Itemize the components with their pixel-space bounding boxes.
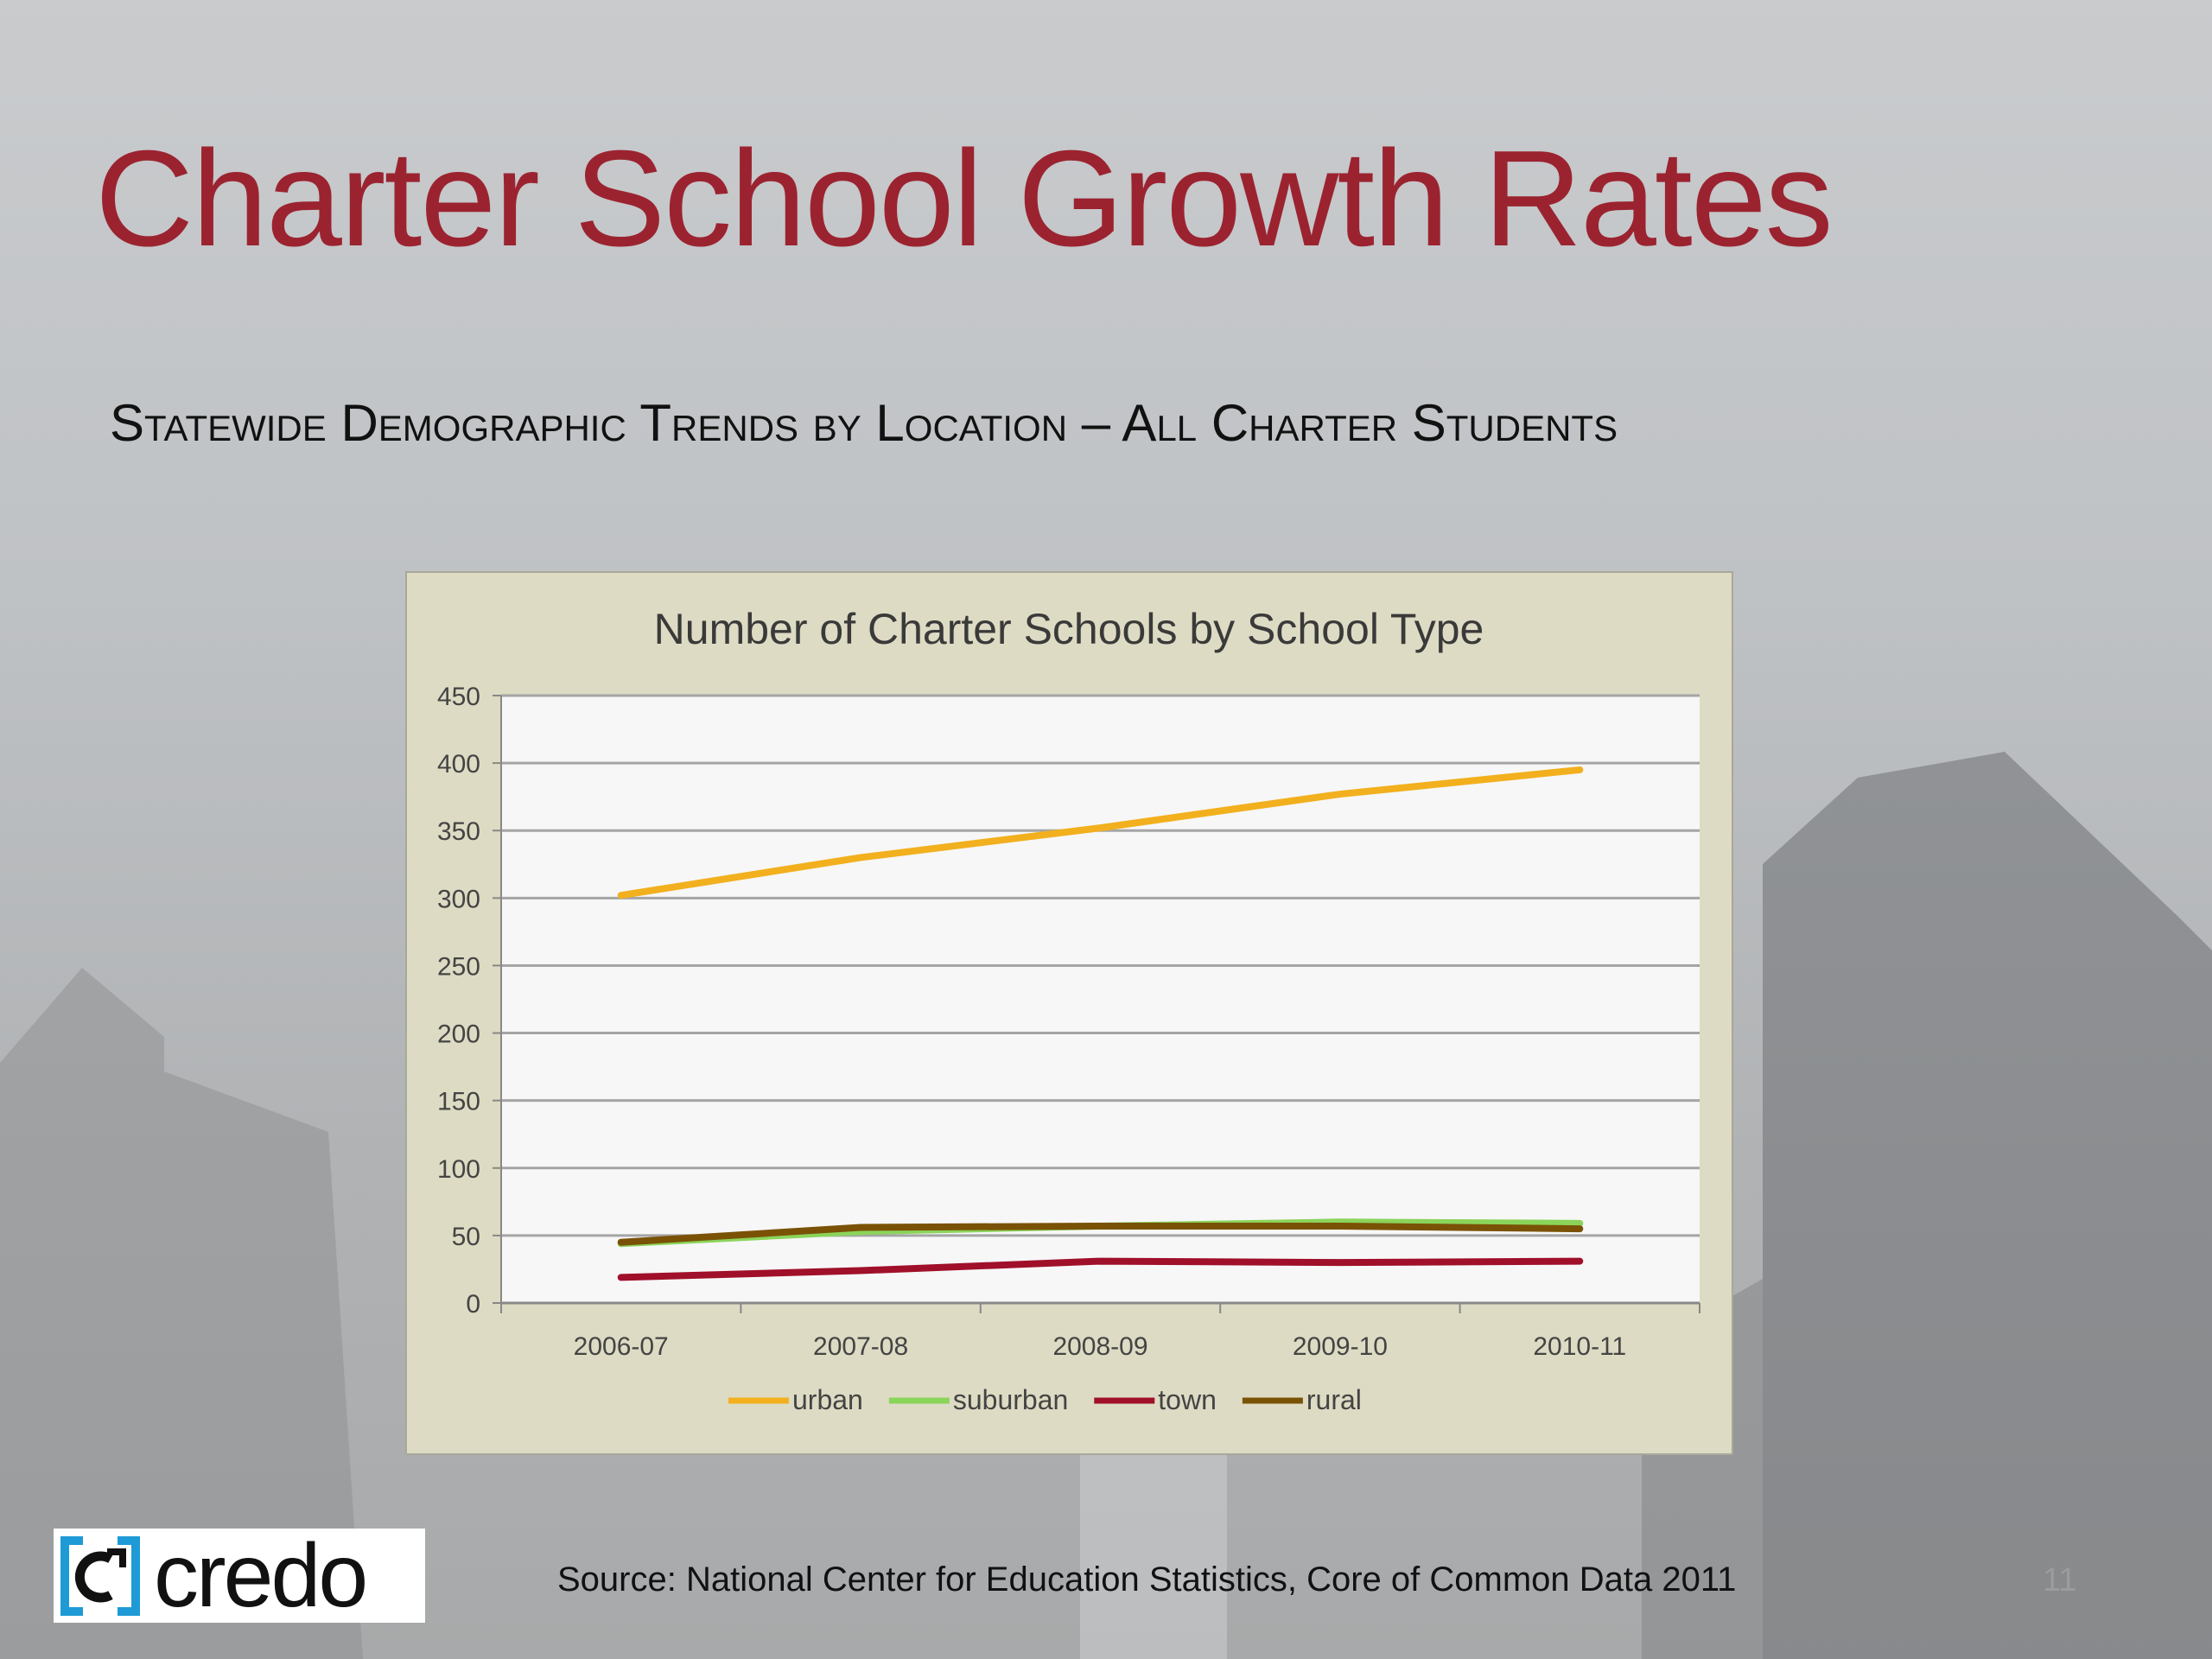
slide-subtitle: Statewide Demographic Trends by Location… — [110, 394, 1618, 452]
y-tick-label: 0 — [466, 1290, 480, 1319]
series-line-town — [617, 1257, 1584, 1281]
y-tick-label: 150 — [437, 1088, 480, 1116]
x-tick-label: 2006-07 — [574, 1332, 669, 1361]
legend-label-town: town — [1158, 1384, 1217, 1415]
y-tick-label: 50 — [452, 1223, 480, 1251]
plot-area — [501, 696, 1700, 1303]
y-tick-label: 300 — [437, 885, 480, 913]
legend-label-rural: rural — [1306, 1384, 1362, 1415]
legend-label-urban: urban — [792, 1384, 863, 1415]
chart-container: Number of Charter Schools by School Type… — [405, 571, 1733, 1455]
credo-logo-icon — [60, 1535, 140, 1616]
x-tick-label: 2008-09 — [1052, 1332, 1147, 1361]
y-tick-label: 200 — [437, 1020, 480, 1049]
x-tick-label: 2009-10 — [1293, 1332, 1388, 1361]
y-tick-label: 400 — [437, 750, 480, 779]
line-chart: Number of Charter Schools by School Type… — [437, 605, 1700, 1415]
chart-title: Number of Charter Schools by School Type — [654, 605, 1484, 653]
y-tick-label: 100 — [437, 1155, 480, 1184]
slide-title: Charter School Growth Rates — [95, 123, 1834, 275]
series-line-rural — [617, 1222, 1584, 1246]
y-tick-label: 350 — [437, 817, 480, 846]
x-tick-label: 2007-08 — [813, 1332, 908, 1361]
legend-label-suburban: suburban — [953, 1384, 1068, 1415]
y-tick-label: 250 — [437, 952, 480, 981]
page-number: 11 — [2043, 1562, 2077, 1599]
y-tick-label: 450 — [437, 683, 480, 711]
x-tick-label: 2010-11 — [1533, 1332, 1626, 1361]
series-line-urban — [617, 766, 1584, 899]
logo-text: credo — [154, 1525, 368, 1626]
credo-logo: credo — [54, 1529, 425, 1623]
source-note: Source: National Center for Education St… — [557, 1560, 1737, 1599]
